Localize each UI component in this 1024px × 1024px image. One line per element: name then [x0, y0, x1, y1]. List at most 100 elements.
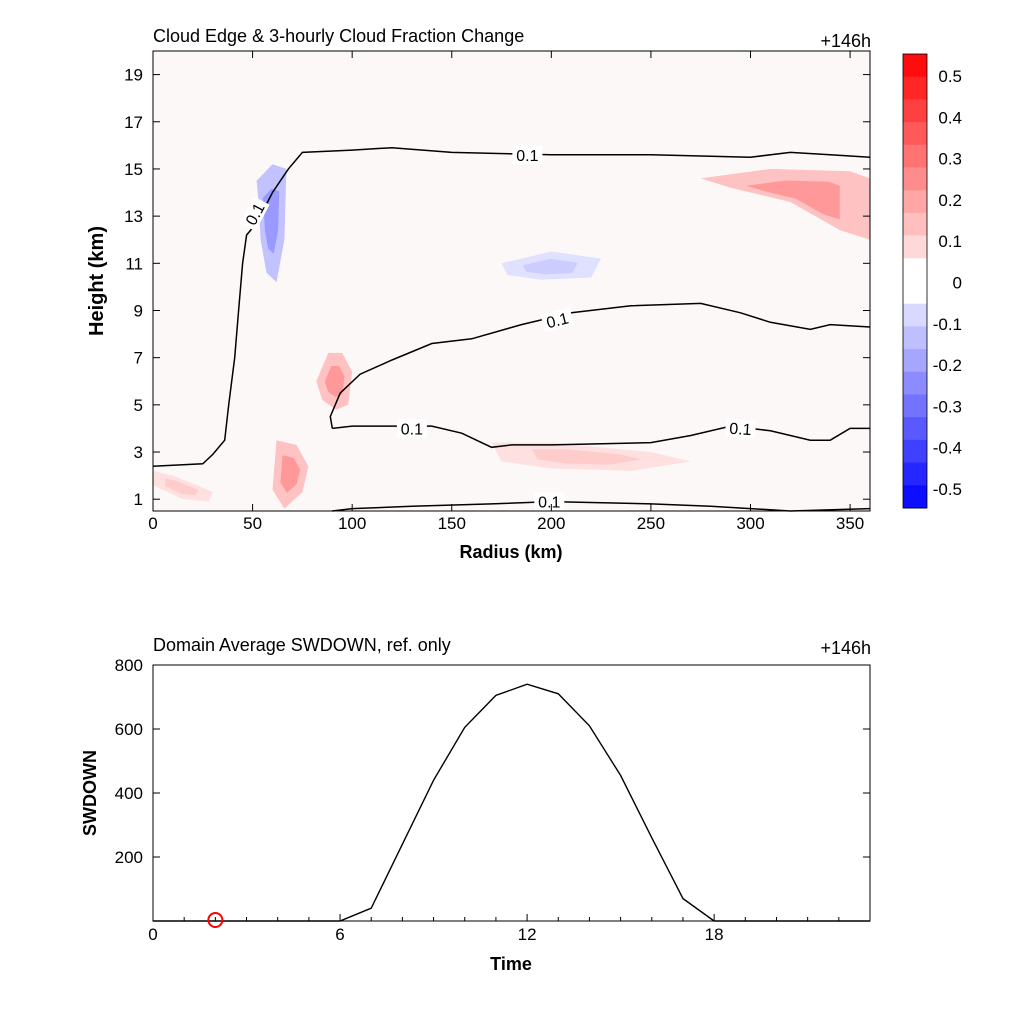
- bottom-x-tick-label: 6: [335, 925, 344, 944]
- contour-label-4: 0.1: [396, 419, 427, 438]
- contour-label-6: 0.1: [534, 492, 565, 512]
- bottom-time-label: +146h: [820, 638, 871, 658]
- swdown-panel: Domain Average SWDOWN, ref. only +146h 0…: [80, 635, 871, 974]
- top-x-tick-label: 50: [243, 514, 262, 533]
- colorbar-tick-label: -0.2: [933, 356, 962, 375]
- colorbar-tick-label: 0.5: [938, 67, 962, 86]
- colorbar-segment: [903, 439, 927, 464]
- shaded-core-neg-midlevel: [522, 258, 578, 275]
- colorbar-segment: [903, 76, 927, 100]
- colorbar-segment: [903, 349, 927, 373]
- colorbar-segment: [903, 99, 927, 123]
- bottom-y-tick-label: 400: [115, 784, 143, 803]
- colorbar-tick-label: -0.1: [933, 315, 962, 334]
- colorbar-segment: [903, 485, 927, 509]
- colorbar-segment: [903, 394, 927, 418]
- colorbar: 0.5 0.4 0.3 0.2 0.1 0 -0.1 -0.2 -0.3 -0.4 -0.5: [902, 53, 962, 509]
- top-x-tick-label: 100: [338, 514, 366, 533]
- top-y-tick-label: 5: [134, 396, 143, 415]
- colorbar-tick-label: 0.4: [938, 108, 962, 127]
- contour-label-halo: [239, 196, 270, 232]
- cloud-fraction-panel: Cloud Edge & 3-hourly Cloud Fraction Cha…: [86, 26, 871, 562]
- contour-label-text: 0.1: [538, 495, 560, 512]
- colorbar-frame: [902, 53, 928, 509]
- top-y-axis-title: Height (km): [86, 226, 108, 336]
- colorbar-segment: [903, 371, 927, 395]
- colorbar-segment: [903, 212, 927, 237]
- colorbar-tick-label: 0.3: [938, 150, 962, 169]
- top-x-tick-label: 350: [836, 514, 864, 533]
- top-y-tick-label: 7: [134, 349, 143, 368]
- colorbar-segment: [903, 167, 927, 191]
- top-chart-title: Cloud Edge & 3-hourly Cloud Fraction Cha…: [153, 26, 524, 46]
- colorbar-segment: [903, 258, 927, 282]
- top-x-tick-label: 200: [537, 514, 565, 533]
- colorbar-segment: [903, 326, 927, 350]
- top-x-tick-label: 300: [736, 514, 764, 533]
- top-x-tick-label: 150: [438, 514, 466, 533]
- shaded-core-pos-lower-core: [280, 455, 301, 493]
- shaded-core-pos-upper-right: [746, 180, 840, 220]
- bottom-x-tick-label: 0: [148, 925, 157, 944]
- colorbar-segment: [903, 281, 927, 305]
- top-field-background: [153, 51, 870, 511]
- colorbar-tick-label: -0.3: [933, 397, 962, 416]
- contour-label-halo: [512, 145, 543, 164]
- contour-label-halo: [396, 419, 427, 438]
- colorbar-segment: [903, 54, 927, 78]
- contour-label-3: 0.1: [540, 307, 575, 333]
- contour-label-text: 0.1: [729, 421, 752, 440]
- shaded-core-pos-midlevel: [324, 366, 345, 398]
- colorbar-segment: [903, 235, 927, 259]
- contour-label-2: 0.1: [512, 145, 543, 165]
- contour-label-halo: [540, 307, 575, 333]
- bottom-series: [153, 683, 870, 928]
- top-y-tick-label: 11: [125, 254, 143, 273]
- current-time-marker: [207, 912, 224, 928]
- contour-label-text: 0.1: [401, 421, 423, 438]
- top-y-tick-label: 1: [134, 490, 143, 509]
- top-y-tick-label: 3: [134, 443, 143, 462]
- contour-upper-cloud-edge: [152, 146, 871, 467]
- series-line-swdown: [153, 683, 870, 922]
- bottom-y-axis-title: SWDOWN: [80, 750, 100, 836]
- colorbar-tick-label: 0.1: [938, 232, 962, 251]
- colorbar-segment: [903, 144, 927, 168]
- colorbar-tick-label: -0.4: [933, 439, 962, 458]
- top-x-ticks: 0 50 100 150 200 250 300 350: [148, 51, 864, 533]
- bottom-y-tick-label: 200: [115, 848, 143, 867]
- bottom-axis-ticks: 0 6 12 18 200 400 600 800: [115, 656, 870, 944]
- bottom-x-tick-label: 18: [705, 925, 724, 944]
- top-contour-labels: 0.10.10.10.1 0.10.1: [239, 145, 757, 512]
- contour-label-text: 0.1: [545, 310, 571, 332]
- bottom-x-axis-title: Time: [490, 954, 532, 974]
- bottom-chart-title: Domain Average SWDOWN, ref. only: [153, 635, 451, 655]
- top-x-axis-title: Radius (km): [459, 542, 562, 562]
- colorbar-segment: [903, 462, 927, 486]
- bottom-y-tick-label: 800: [115, 656, 143, 675]
- colorbar-segment: [903, 190, 927, 214]
- contour-label-halo: [534, 492, 565, 511]
- top-y-tick-label: 19: [124, 66, 143, 85]
- contour-low-cloud-edge: [332, 500, 871, 512]
- top-plot-frame: [152, 50, 871, 512]
- contour-label-text: 0.1: [516, 148, 538, 165]
- top-y-tick-label: 17: [124, 113, 143, 132]
- colorbar-tick-label: 0: [953, 274, 962, 293]
- shaded-core-pos-near-surface: [165, 478, 199, 496]
- top-y-tick-label: 15: [124, 160, 143, 179]
- colorbar-segment: [903, 303, 927, 327]
- contour-label-5: 0.1: [724, 418, 757, 440]
- top-x-tick-label: 250: [637, 514, 665, 533]
- bottom-y-tick-label: 600: [115, 720, 143, 739]
- colorbar-tick-label: 0.2: [938, 191, 962, 210]
- colorbar-segment: [903, 122, 927, 146]
- top-x-tick-label: 0: [148, 514, 157, 533]
- top-y-tick-label: 9: [134, 301, 143, 320]
- top-shaded-regions: [153, 51, 870, 511]
- top-time-label: +146h: [820, 31, 871, 51]
- top-y-tick-label: 13: [124, 207, 143, 226]
- contour-label-halo: [724, 418, 757, 439]
